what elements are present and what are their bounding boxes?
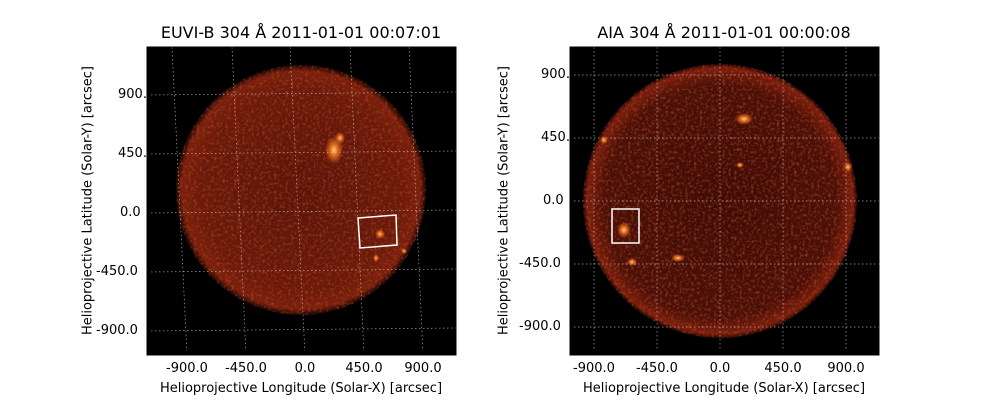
y-axis-label: Helioprojective Latitude (Solar-Y) [arcs… (496, 65, 512, 336)
y-tick-label: 900.0 (118, 87, 156, 102)
euvi-image (146, 46, 457, 356)
solar-texture (176, 65, 426, 315)
solar-texture (583, 64, 857, 338)
y-tick-label: -900.0 (519, 319, 561, 334)
x-tick-label: 900.0 (404, 361, 442, 376)
coordinate-grid (146, 46, 457, 356)
y-tick-label: -450.0 (96, 264, 138, 279)
y-tick-label: 0.0 (120, 205, 141, 220)
y-tick-marks (570, 74, 574, 328)
panel-title: AIA 304 Å 2011-01-01 00:00:08 (597, 23, 851, 42)
x-tick-marks (186, 351, 424, 355)
y-tick-label: -450.0 (519, 256, 561, 271)
aia-image (569, 46, 880, 356)
panel-title: EUVI-B 304 Å 2011-01-01 00:07:01 (160, 23, 442, 42)
x-tick-label: -450.0 (225, 361, 267, 376)
roi-box (357, 214, 398, 249)
y-tick-label: 450.0 (541, 130, 579, 145)
x-tick-label: 450.0 (764, 361, 802, 376)
y-axis-label: Helioprojective Latitude (Solar-Y) [arcs… (80, 65, 96, 336)
roi-box (611, 208, 640, 244)
y-tick-marks (147, 94, 151, 332)
x-axis-label: Helioprojective Longitude (Solar-X) [arc… (159, 381, 443, 396)
x-tick-label: -900.0 (166, 361, 208, 376)
x-tick-label: 0.0 (294, 361, 316, 376)
x-axis-label: Helioprojective Longitude (Solar-X) [arc… (582, 381, 866, 396)
coordinate-grid (570, 47, 879, 355)
x-tick-marks (593, 351, 847, 355)
y-tick-label: 450.0 (118, 146, 156, 161)
x-tick-label: 450.0 (345, 361, 383, 376)
axes-frame (146, 46, 457, 356)
y-tick-label: -900.0 (96, 323, 138, 338)
x-tick-label: 900.0 (827, 361, 865, 376)
active-regions (325, 132, 407, 262)
y-tick-label: 0.0 (543, 193, 564, 208)
x-tick-label: 0.0 (709, 361, 731, 376)
y-tick-label: 900.0 (541, 67, 579, 82)
x-tick-label: -900.0 (573, 361, 615, 376)
x-tick-label: -450.0 (636, 361, 678, 376)
